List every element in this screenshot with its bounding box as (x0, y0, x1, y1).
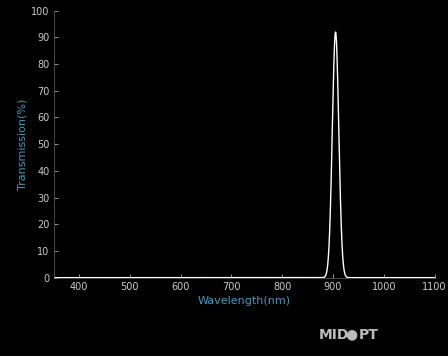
Text: MID: MID (319, 328, 349, 342)
Text: PT: PT (358, 328, 378, 342)
X-axis label: Wavelength(nm): Wavelength(nm) (198, 296, 291, 306)
Text: ●: ● (345, 328, 358, 342)
Y-axis label: Transmission(%): Transmission(%) (17, 99, 27, 190)
